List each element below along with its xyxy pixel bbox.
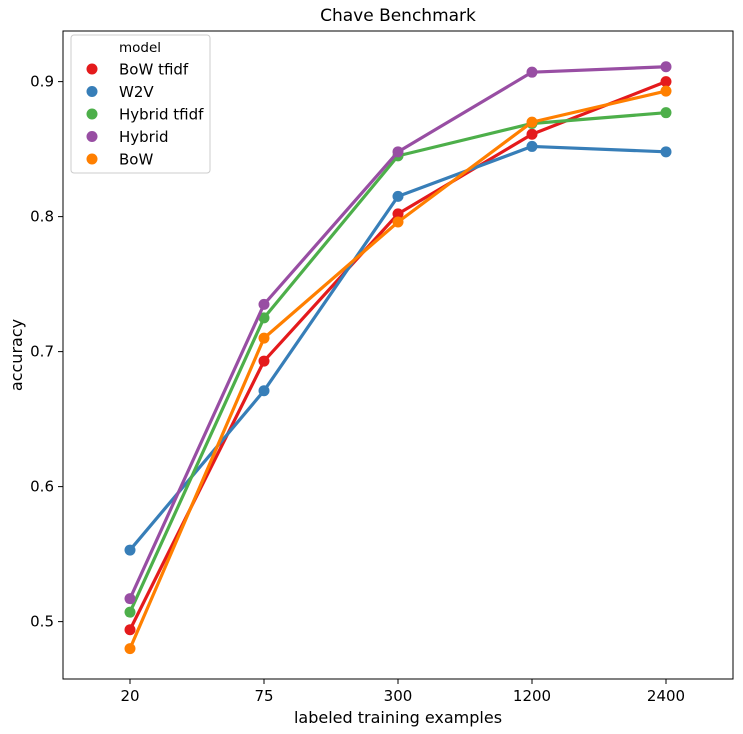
x-tick-label: 1200: [513, 687, 551, 705]
data-point: [124, 624, 136, 636]
data-point: [258, 355, 270, 367]
legend-marker: [86, 86, 98, 97]
legend-label: BoW: [119, 151, 153, 169]
chart-title: Chave Benchmark: [320, 6, 476, 26]
data-point: [660, 146, 672, 158]
data-point: [660, 85, 672, 97]
series-line: [128, 111, 668, 614]
data-point: [124, 606, 136, 618]
data-point: [258, 332, 270, 344]
legend-entry: BoW: [86, 151, 153, 169]
legend-label: Hybrid tfidf: [119, 106, 204, 124]
data-point: [392, 216, 404, 228]
legend-label: W2V: [119, 83, 154, 101]
legend-entries: BoW tfidf W2V Hybrid tfidf Hybrid BoW: [86, 61, 204, 169]
legend-marker: [86, 153, 98, 165]
series-hybrid: [124, 61, 672, 605]
series-line: [128, 89, 668, 651]
y-tick-label: 0.8: [30, 208, 54, 226]
x-tick-label: 2400: [647, 687, 685, 705]
legend-marker: [86, 131, 98, 142]
legend-entry: BoW tfidf: [86, 61, 189, 79]
legend-label: Hybrid: [119, 128, 169, 146]
legend-box: [70, 34, 211, 174]
legend-label: BoW tfidf: [119, 61, 189, 79]
y-tick-label: 0.5: [30, 613, 54, 631]
series-w2v: [124, 140, 672, 556]
series-layer: [124, 61, 672, 655]
legend-marker: [86, 108, 98, 120]
legend-entry: Hybrid tfidf: [86, 106, 204, 124]
x-tick-label: 300: [384, 687, 413, 705]
data-point: [392, 208, 404, 220]
data-point: [258, 298, 270, 310]
data-point: [258, 385, 270, 397]
x-tick-label: 20: [120, 687, 139, 705]
y-tick-label: 0.9: [30, 73, 54, 91]
y-axis: 0.5 0.6 0.7 0.8 0.9: [30, 73, 63, 631]
data-point: [124, 593, 136, 605]
data-point: [526, 116, 538, 128]
x-axis: 20 75 300 1200 2400: [120, 679, 685, 705]
data-point: [526, 128, 538, 140]
data-point: [526, 66, 538, 78]
x-tick-label: 75: [254, 687, 273, 705]
legend-title: model: [119, 40, 161, 56]
x-axis-label: labeled training examples: [294, 708, 502, 727]
y-axis-label: accuracy: [7, 319, 26, 391]
data-point: [526, 140, 538, 152]
data-point: [124, 643, 136, 655]
series-line: [128, 144, 668, 552]
data-point: [258, 312, 270, 324]
data-point: [660, 107, 672, 119]
data-point: [392, 146, 404, 158]
data-point: [124, 544, 136, 556]
y-tick-label: 0.6: [30, 478, 54, 496]
legend-entry: W2V: [86, 83, 154, 101]
legend-marker: [86, 63, 98, 75]
y-tick-label: 0.7: [30, 343, 54, 361]
legend-entry: Hybrid: [86, 128, 169, 146]
data-point: [392, 190, 404, 202]
series-bow: [124, 85, 672, 655]
series-bow-tfidf: [124, 76, 672, 636]
series-hybrid-tfidf: [124, 107, 672, 618]
legend: model BoW tfidf W2V Hybrid tfidf Hybrid BoW: [70, 34, 211, 174]
data-point: [660, 76, 672, 88]
data-point: [660, 61, 672, 73]
